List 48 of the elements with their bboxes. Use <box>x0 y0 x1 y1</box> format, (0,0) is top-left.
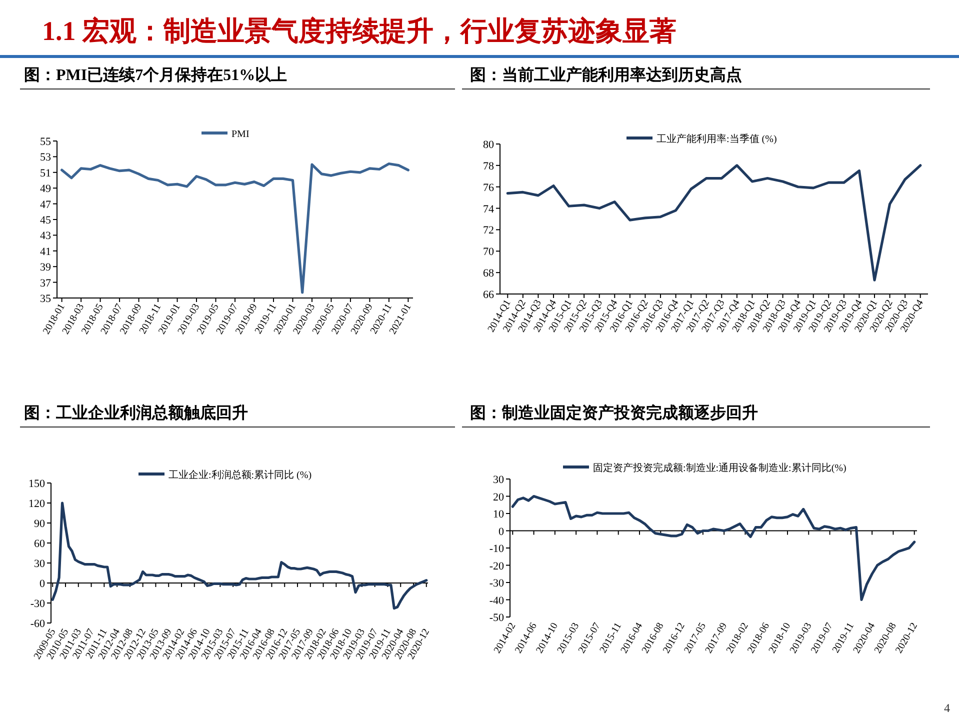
y-tick-label: 74 <box>483 203 494 216</box>
text: 4 <box>944 701 950 715</box>
y-tick-label: 39 <box>40 262 52 274</box>
legend-label: 固定资产投资完成额:制造业:通用设备制造业:累计同比(%) <box>593 462 846 474</box>
y-tick-label: -30 <box>489 578 504 590</box>
y-tick-label: 37 <box>40 277 52 290</box>
y-tick-label: 90 <box>34 518 46 530</box>
y-tick-label: 47 <box>40 198 52 211</box>
y-tick-label: 55 <box>40 136 52 148</box>
chart-title: 图：制造业固定资产投资完成额逐步回升 <box>470 403 758 422</box>
y-tick-label: 150 <box>28 478 46 490</box>
y-tick-label: 70 <box>483 246 494 258</box>
y-tick-label: -40 <box>489 594 504 607</box>
legend-label: 工业企业:利润总额:累计同比 (%) <box>168 469 312 481</box>
y-tick-label: -10 <box>489 543 504 555</box>
y-tick-label: 35 <box>40 293 52 305</box>
chart-title: 图：当前工业产能利用率达到历史高点 <box>470 65 742 84</box>
y-tick-label: -60 <box>30 618 46 630</box>
y-tick-label: -20 <box>489 560 504 572</box>
y-tick-label: 30 <box>493 474 504 486</box>
line-series <box>60 162 410 294</box>
chart-title: 图：PMI已连续7个月保持在51%以上 <box>24 66 288 84</box>
line-series <box>506 164 922 282</box>
y-tick-label: 41 <box>40 246 51 258</box>
y-tick-label: 30 <box>34 558 46 570</box>
text: 1.1 宏观：制造业景气度持续提升，行业复苏迹象显著 <box>42 16 676 46</box>
y-tick-label: 76 <box>483 182 494 194</box>
y-tick-label: 78 <box>483 160 494 172</box>
y-tick-label: 10 <box>493 508 504 520</box>
y-tick-label: 66 <box>483 289 494 301</box>
y-tick-label: 51 <box>40 167 51 180</box>
legend-label: 工业产能利用率:当季值 (%) <box>656 133 777 145</box>
y-tick-label: 0 <box>40 578 46 590</box>
y-tick-label: 60 <box>34 538 46 550</box>
y-tick-label: -50 <box>489 612 504 624</box>
y-tick-label: 43 <box>40 230 52 242</box>
legend-label: PMI <box>232 129 250 140</box>
y-tick-label: 49 <box>40 183 52 196</box>
y-tick-label: 45 <box>40 214 52 226</box>
y-tick-label: 68 <box>483 268 494 280</box>
y-tick-label: 80 <box>483 139 494 151</box>
y-tick-label: 72 <box>483 224 494 237</box>
y-tick-label: 0 <box>498 526 504 538</box>
y-tick-label: -30 <box>30 598 46 610</box>
chart-title: 图：工业企业利润总额触底回升 <box>24 404 248 422</box>
y-tick-label: 120 <box>28 498 46 510</box>
y-tick-label: 20 <box>493 491 504 504</box>
y-tick-label: 53 <box>40 152 52 164</box>
